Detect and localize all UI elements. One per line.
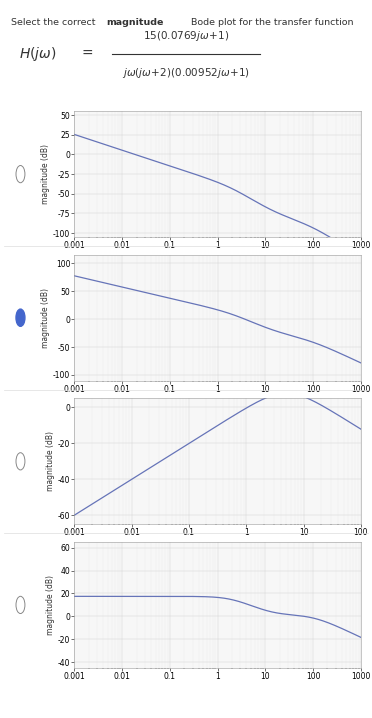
Y-axis label: magnitude (dB): magnitude (dB) [46,432,55,491]
Text: $j\omega(j\omega\!+\!2)(0.00952j\omega\!+\!1)$: $j\omega(j\omega\!+\!2)(0.00952j\omega\!… [122,66,250,80]
Text: magnitude: magnitude [106,18,163,27]
Text: =: = [82,47,93,61]
Y-axis label: magnitude (dB): magnitude (dB) [46,575,55,635]
Text: Bode plot for the transfer function: Bode plot for the transfer function [188,18,353,27]
Text: $15(0.0769j\omega\!+\!1)$: $15(0.0769j\omega\!+\!1)$ [143,29,229,43]
Y-axis label: magnitude (dB): magnitude (dB) [41,288,50,348]
Y-axis label: magnitude (dB): magnitude (dB) [41,144,50,204]
Text: Select the correct: Select the correct [11,18,99,27]
Text: $H(j\omega)$: $H(j\omega)$ [19,45,56,63]
